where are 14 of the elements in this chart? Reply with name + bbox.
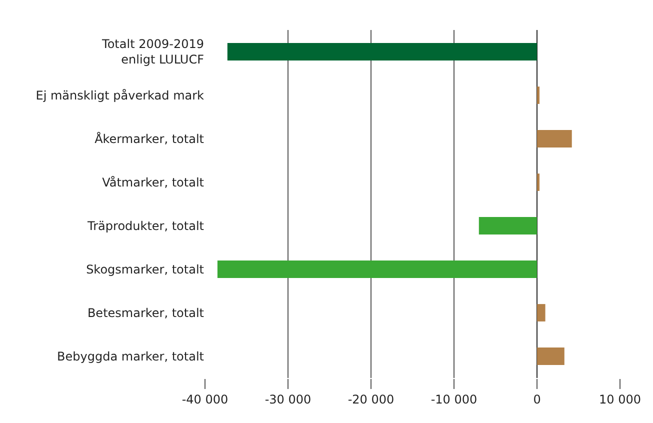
x-tick-label: -30 000 [264, 392, 312, 406]
y-tick-label: Betesmarker, totalt [87, 306, 204, 320]
y-tick-label: Ej mänskligt påverkad mark [36, 88, 204, 102]
y-tick-label: Våtmarker, totalt [102, 175, 204, 190]
x-tick-label: -40 000 [182, 392, 228, 406]
x-tick-label: -20 000 [348, 392, 394, 406]
y-tick-label: Åkermarker, totalt [94, 130, 204, 146]
x-tick-label: -10 000 [430, 392, 478, 406]
x-tick-label: 10 000 [599, 392, 641, 406]
y-tick-label: Skogsmarker, totalt [86, 262, 204, 276]
y-tick-label: Bebyggda marker, totalt [57, 349, 204, 364]
y-tick-label: Träprodukter, totalt [86, 218, 204, 233]
x-tick-label: 0 [533, 392, 541, 406]
y-tick-label: Totalt 2009-2019 enligt LULUCF [101, 37, 204, 67]
